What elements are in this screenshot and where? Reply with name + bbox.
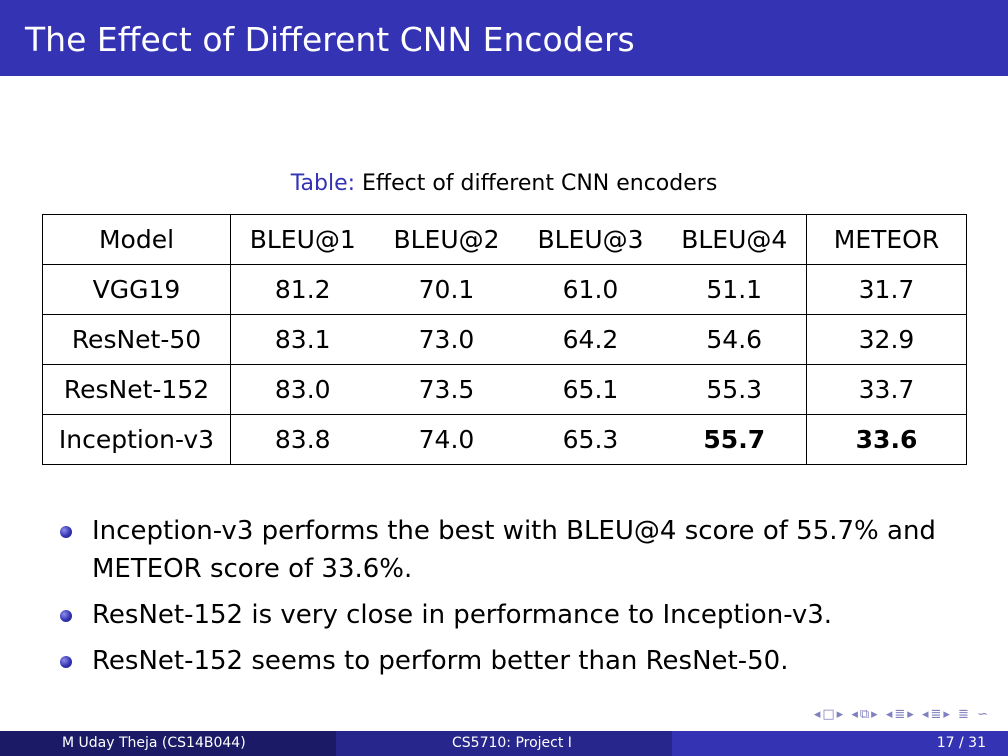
- next-subsection-icon[interactable]: ▸: [871, 707, 880, 722]
- frame-icon[interactable]: □: [822, 707, 837, 722]
- next-section-icon[interactable]: ▸: [907, 707, 916, 722]
- cell-bleu3: 61.0: [518, 264, 663, 315]
- footer-author-box: M Uday Theja (CS14B044): [0, 731, 336, 756]
- next-part-icon[interactable]: ▸: [943, 707, 952, 722]
- cell-meteor-best: 33.6: [806, 414, 967, 465]
- table-row: ResNet-50 83.1 73.0 64.2 54.6 32.9: [42, 314, 967, 365]
- header-meteor: METEOR: [806, 214, 967, 265]
- bullet-text: Inception-v3 performs the best with BLEU…: [92, 516, 936, 584]
- cell-bleu4: 54.6: [662, 314, 807, 365]
- cell-bleu1: 83.0: [230, 364, 375, 415]
- header-bleu3: BLEU@3: [518, 214, 663, 265]
- cell-model: Inception-v3: [42, 414, 231, 465]
- bullet-text: ResNet-152 is very close in performance …: [92, 600, 833, 630]
- prev-part-icon[interactable]: ◂: [921, 707, 931, 722]
- prev-subsection-icon[interactable]: ◂: [851, 707, 860, 722]
- cell-bleu2: 70.1: [374, 264, 519, 315]
- footer-author: M Uday Theja (CS14B044): [62, 735, 246, 751]
- cell-bleu1: 81.2: [230, 264, 375, 315]
- subsection-icon[interactable]: ⧉: [859, 707, 872, 722]
- caption-label: Table:: [290, 171, 356, 196]
- beamer-navigation: ◂□▸ ◂⧉▸ ◂≣▸ ◂≣▸ ≣ ∽: [814, 707, 990, 722]
- title-bar: The Effect of Different CNN Encoders: [0, 0, 1008, 76]
- table-row: VGG19 81.2 70.1 61.0 51.1 31.7: [42, 264, 967, 315]
- cell-bleu3: 64.2: [518, 314, 663, 365]
- slide-title: The Effect of Different CNN Encoders: [25, 20, 635, 59]
- cell-bleu2: 73.5: [374, 364, 519, 415]
- header-model: Model: [42, 214, 231, 265]
- header-bleu2: BLEU@2: [374, 214, 519, 265]
- results-table: Model BLEU@1 BLEU@2 BLEU@3 BLEU@4 METEOR…: [42, 214, 967, 465]
- cell-model: ResNet-50: [42, 314, 231, 365]
- header-bleu1: BLEU@1: [230, 214, 375, 265]
- bullet-list: Inception-v3 performs the best with BLEU…: [58, 512, 958, 688]
- prev-frame-icon[interactable]: ◂: [813, 707, 823, 722]
- cell-bleu1: 83.1: [230, 314, 375, 365]
- footer-course-box: CS5710: Project I: [336, 731, 672, 756]
- caption-text: Effect of different CNN encoders: [362, 171, 718, 196]
- list-item: Inception-v3 performs the best with BLEU…: [58, 512, 958, 588]
- footer-page-box: 17 / 31: [672, 731, 1008, 756]
- bullet-dot-icon: [60, 656, 72, 668]
- cell-model: VGG19: [42, 264, 231, 315]
- part-icon[interactable]: ≣: [930, 707, 944, 722]
- table-caption: Table: Effect of different CNN encoders: [0, 170, 1008, 198]
- table-header-row: Model BLEU@1 BLEU@2 BLEU@3 BLEU@4 METEOR: [42, 214, 967, 265]
- header-bleu4: BLEU@4: [662, 214, 807, 265]
- cell-meteor: 31.7: [806, 264, 967, 315]
- cell-bleu2: 73.0: [374, 314, 519, 365]
- cell-meteor: 33.7: [806, 364, 967, 415]
- footer-page-number: 17 / 31: [936, 735, 986, 751]
- bullet-dot-icon: [60, 526, 72, 538]
- bullet-text: ResNet-152 seems to perform better than …: [92, 646, 789, 676]
- cell-bleu1: 83.8: [230, 414, 375, 465]
- table-row: Inception-v3 83.8 74.0 65.3 55.7 33.6: [42, 414, 967, 465]
- table-row: ResNet-152 83.0 73.5 65.1 55.3 33.7: [42, 364, 967, 415]
- cell-bleu3: 65.1: [518, 364, 663, 415]
- list-item: ResNet-152 is very close in performance …: [58, 596, 958, 634]
- search-icon[interactable]: ∽: [977, 707, 990, 722]
- footer: M Uday Theja (CS14B044) CS5710: Project …: [0, 731, 1008, 756]
- cell-bleu4: 55.3: [662, 364, 807, 415]
- cell-model: ResNet-152: [42, 364, 231, 415]
- prev-section-icon[interactable]: ◂: [885, 707, 895, 722]
- section-icon[interactable]: ≣: [894, 707, 908, 722]
- cell-meteor: 32.9: [806, 314, 967, 365]
- cell-bleu4: 51.1: [662, 264, 807, 315]
- list-item: ResNet-152 seems to perform better than …: [58, 642, 958, 680]
- bullet-dot-icon: [60, 610, 72, 622]
- cell-bleu4-best: 55.7: [662, 414, 807, 465]
- cell-bleu3: 65.3: [518, 414, 663, 465]
- outline-icon[interactable]: ≣: [958, 707, 971, 722]
- cell-bleu2: 74.0: [374, 414, 519, 465]
- footer-course: CS5710: Project I: [452, 735, 572, 751]
- next-frame-icon[interactable]: ▸: [836, 707, 846, 722]
